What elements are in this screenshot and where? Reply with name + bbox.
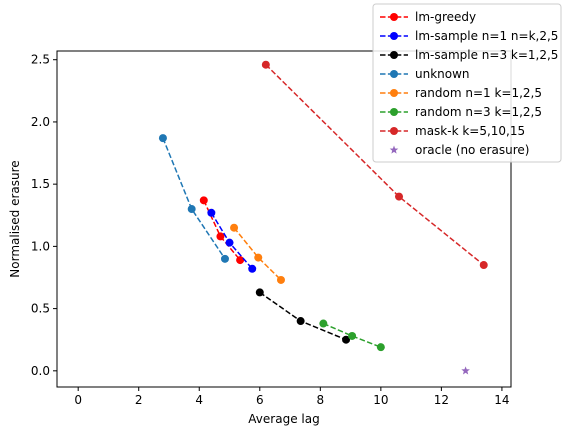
y-tick-label: 1.5 xyxy=(31,177,50,191)
series-line xyxy=(233,227,282,281)
data-point xyxy=(255,288,264,297)
legend-item: unknown xyxy=(380,67,470,81)
legend-marker xyxy=(390,32,398,40)
data-point xyxy=(348,331,357,340)
legend-label: oracle (no erasure) xyxy=(415,143,529,157)
data-point xyxy=(220,254,229,263)
series-line xyxy=(259,291,347,341)
y-axis-label: Normalised erasure xyxy=(8,160,22,277)
y-tick-label: 0.0 xyxy=(31,364,50,378)
legend-item: random n=1 k=1,2,5 xyxy=(380,86,542,100)
data-point xyxy=(479,261,488,270)
plot-area xyxy=(56,50,512,388)
plot-frame xyxy=(56,50,512,388)
legend: lm-greedy lm-sample n=1 n=k,2,5 lm-sample … xyxy=(372,3,562,163)
legend-label: lm-sample n=3 k=1,2,5 xyxy=(415,48,558,62)
x-tick-label: 6 xyxy=(256,393,264,407)
x-tick-label: 12 xyxy=(434,393,449,407)
legend-item: lm-sample n=1 n=k,2,5 xyxy=(380,29,558,43)
legend-box xyxy=(372,3,562,163)
data-point xyxy=(319,319,328,328)
data-point xyxy=(216,232,225,241)
data-point xyxy=(158,134,167,143)
series-line xyxy=(323,322,382,348)
legend-label: mask-k k=5,10,15 xyxy=(415,124,525,138)
y-tick-label: 2.5 xyxy=(31,53,50,67)
legend-marker xyxy=(390,89,398,97)
x-tick-label: 14 xyxy=(494,393,509,407)
legend-label: random n=3 k=1,2,5 xyxy=(415,105,542,119)
series-4 xyxy=(230,223,285,284)
legend-marker xyxy=(390,108,398,116)
legend-label: random n=1 k=1,2,5 xyxy=(415,86,542,100)
series-2 xyxy=(255,288,351,344)
data-point xyxy=(225,238,234,247)
data-point xyxy=(187,205,196,214)
data-point xyxy=(207,208,216,217)
y-axis: 0.0 0.5 1.0 1.5 2.0 2.5 xyxy=(31,53,57,378)
legend-item: lm-sample n=3 k=1,2,5 xyxy=(380,48,558,62)
legend-marker xyxy=(390,127,398,135)
x-tick-label: 4 xyxy=(195,393,203,407)
legend-marker xyxy=(389,145,399,154)
series-line xyxy=(162,137,226,260)
series-5 xyxy=(319,319,385,352)
x-tick-label: 8 xyxy=(316,393,324,407)
x-axis: 0 2 4 6 8 10 12 14 xyxy=(74,387,510,407)
y-tick-label: 1.0 xyxy=(31,239,50,253)
data-point xyxy=(230,223,239,232)
x-tick-label: 10 xyxy=(373,393,388,407)
series-6 xyxy=(261,60,488,270)
series-3 xyxy=(158,134,229,263)
data-point xyxy=(261,60,270,69)
y-tick-label: 0.5 xyxy=(31,302,50,316)
data-point xyxy=(199,196,208,205)
legend-label: lm-sample n=1 n=k,2,5 xyxy=(415,29,558,43)
x-axis-label: Average lag xyxy=(248,412,319,426)
x-tick-label: 2 xyxy=(135,393,143,407)
data-point xyxy=(461,366,470,375)
data-point xyxy=(236,256,245,265)
legend-label: lm-greedy xyxy=(415,10,476,24)
legend-label: unknown xyxy=(415,67,470,81)
data-point xyxy=(342,335,351,344)
y-tick-label: 2.0 xyxy=(31,115,50,129)
series-1 xyxy=(207,208,257,273)
data-point xyxy=(248,264,257,273)
x-tick-label: 0 xyxy=(74,393,82,407)
data-point xyxy=(376,343,385,352)
series-7 xyxy=(461,366,470,375)
data-point xyxy=(395,192,404,201)
legend-item: random n=3 k=1,2,5 xyxy=(380,105,542,119)
legend-marker xyxy=(390,13,398,21)
data-point xyxy=(276,275,285,284)
legend-marker xyxy=(390,51,398,59)
data-point xyxy=(296,317,305,326)
data-point xyxy=(254,253,263,262)
legend-item: mask-k k=5,10,15 xyxy=(380,124,525,138)
legend-item: lm-greedy xyxy=(380,10,476,24)
legend-item: oracle (no erasure) xyxy=(389,143,529,157)
legend-marker xyxy=(390,70,398,78)
